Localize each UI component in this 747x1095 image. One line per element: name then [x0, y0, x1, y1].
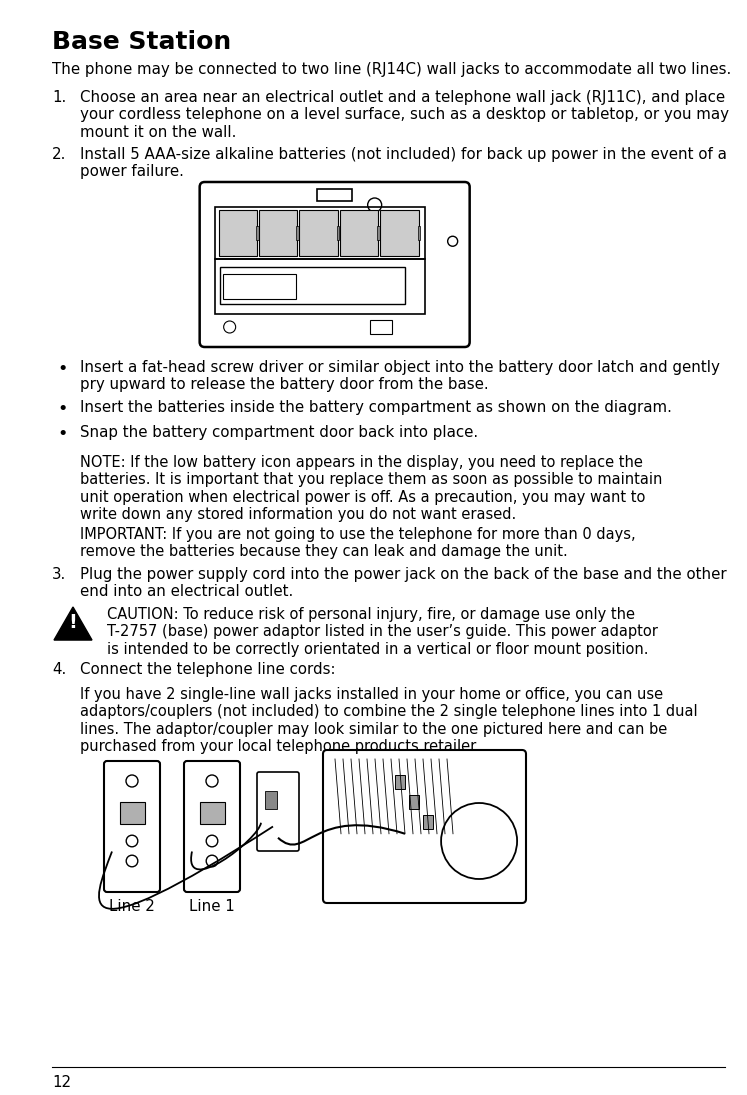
Text: !: !	[69, 613, 78, 632]
Bar	[214, 207, 424, 260]
Bar	[340, 210, 378, 256]
Text: NOTE: If the low battery icon appears in the display, you need to replace the
ba: NOTE: If the low battery icon appears in…	[80, 456, 663, 522]
Bar	[377, 226, 379, 240]
Bar	[256, 226, 258, 240]
Text: •: •	[57, 425, 67, 443]
Text: Plug the power supply cord into the power jack on the back of the base and the o: Plug the power supply cord into the powe…	[80, 567, 727, 599]
Bar	[223, 274, 296, 299]
Bar	[219, 210, 257, 256]
Text: 4.: 4.	[52, 662, 66, 677]
Text: Install 5 AAA-size alkaline batteries (not included) for back up power in the ev: Install 5 AAA-size alkaline batteries (n…	[80, 147, 727, 180]
Bar	[300, 210, 338, 256]
Text: Insert a fat-head screw driver or similar object into the battery door latch and: Insert a fat-head screw driver or simila…	[80, 360, 720, 392]
Text: Choose an area near an electrical outlet and a telephone wall jack (RJ11C), and : Choose an area near an electrical outlet…	[80, 90, 729, 140]
Text: Snap the battery compartment door back into place.: Snap the battery compartment door back i…	[80, 425, 478, 440]
Bar	[418, 226, 420, 240]
Text: 12: 12	[52, 1075, 71, 1090]
Bar	[265, 791, 277, 809]
Text: The phone may be connected to two line (RJ14C) wall jacks to accommodate all two: The phone may be connected to two line (…	[52, 62, 731, 77]
Text: Line 2: Line 2	[109, 899, 155, 914]
Text: CAUTION: To reduce risk of personal injury, fire, or damage use only the
T-2757 : CAUTION: To reduce risk of personal inju…	[107, 607, 658, 657]
Text: 1.: 1.	[52, 90, 66, 105]
Text: IMPORTANT: If you are not going to use the telephone for more than 0 days,
remov: IMPORTANT: If you are not going to use t…	[80, 527, 636, 560]
Bar	[337, 226, 339, 240]
Bar	[214, 260, 424, 314]
Polygon shape	[54, 607, 92, 641]
Bar	[259, 210, 297, 256]
Bar	[370, 320, 391, 334]
Text: If you have 2 single-line wall jacks installed in your home or office, you can u: If you have 2 single-line wall jacks ins…	[80, 687, 698, 754]
Text: 2.: 2.	[52, 147, 66, 162]
Bar	[380, 210, 418, 256]
Bar	[317, 189, 352, 201]
Bar	[297, 226, 299, 240]
Bar	[409, 795, 419, 809]
Bar	[220, 267, 405, 304]
Text: Line 1: Line 1	[189, 899, 235, 914]
Bar	[120, 802, 144, 825]
Text: Insert the batteries inside the battery compartment as shown on the diagram.: Insert the batteries inside the battery …	[80, 400, 672, 415]
Bar	[395, 775, 406, 789]
Text: Base Station: Base Station	[52, 30, 232, 54]
Text: Connect the telephone line cords:: Connect the telephone line cords:	[80, 662, 335, 677]
Text: •: •	[57, 360, 67, 378]
Text: 3.: 3.	[52, 567, 66, 583]
Text: •: •	[57, 400, 67, 418]
Bar	[199, 802, 225, 825]
Bar	[424, 815, 433, 829]
